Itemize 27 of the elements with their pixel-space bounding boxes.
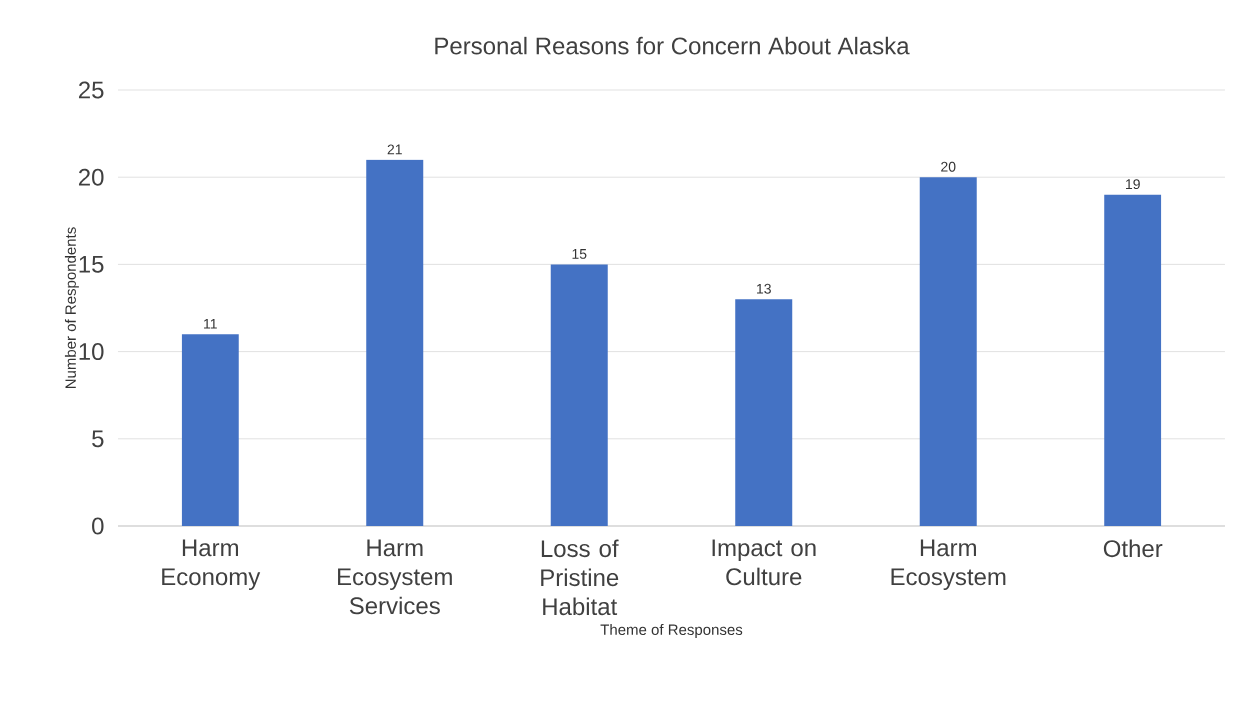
x-tick-label: Impact on Culture [712, 539, 816, 586]
y-tick-label: 15 [79, 256, 104, 273]
data-label: 11 [204, 318, 217, 329]
y-axis-title: Number of Respondents [64, 227, 79, 389]
data-label: 21 [387, 144, 402, 155]
bar [366, 159, 424, 526]
x-tick-label: Harm Ecosystem Services [338, 539, 452, 615]
chart-title: Personal Reasons for Concern About Alaska [435, 36, 910, 55]
x-tick-label: Harm Economy [162, 539, 261, 591]
bar [1104, 194, 1162, 526]
y-tick-label: 20 [78, 168, 104, 186]
x-tick-label: Loss of Pristine Habitat [541, 539, 619, 616]
bar [181, 334, 239, 526]
data-label: 20 [941, 161, 956, 172]
data-label: 19 [1126, 179, 1140, 190]
data-label: 13 [757, 283, 771, 294]
y-tick-label: 5 [92, 430, 104, 448]
y-tick-label: 25 [78, 81, 104, 99]
bar [735, 299, 793, 526]
y-tick-label: 10 [79, 343, 104, 361]
x-tick-label: Harm Ecosystem [891, 539, 1006, 591]
data-label: 15 [572, 249, 587, 259]
x-axis-title: Theme of Responses [600, 624, 743, 638]
bar [919, 177, 977, 526]
bar [550, 264, 608, 526]
y-tick-label: 0 [92, 517, 104, 535]
x-tick-label: Other [1103, 539, 1163, 558]
